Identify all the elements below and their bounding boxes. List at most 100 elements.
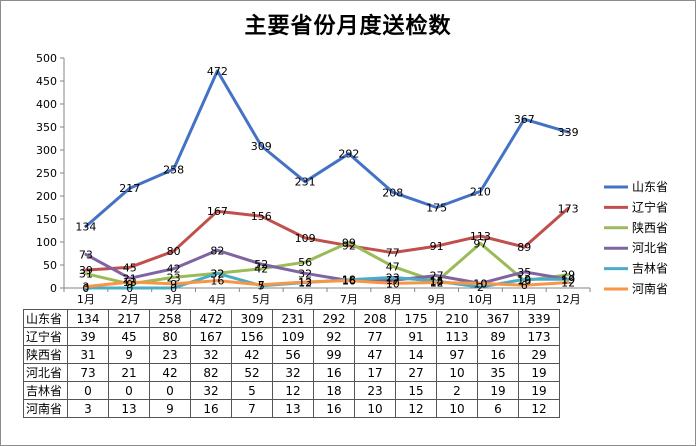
data-label: 80 (167, 245, 181, 258)
table-cell: 21 (108, 363, 150, 382)
data-table: 山东省 134 217 258 472 309 231 292 208 175 210 367 339 辽… (23, 309, 560, 418)
table-cell: 47 (354, 345, 396, 364)
data-label: 82 (210, 244, 224, 257)
data-label: 29 (561, 269, 575, 282)
data-label: 258 (163, 163, 184, 176)
table-cell: 210 (436, 309, 478, 328)
table-cell: 99 (313, 345, 355, 364)
table-cell: 217 (108, 309, 150, 328)
table-cell: 23 (354, 381, 396, 400)
table-cell: 6 (477, 399, 519, 418)
table-cell: 35 (477, 363, 519, 382)
data-label: 12 (430, 276, 444, 289)
data-label: 45 (123, 261, 137, 274)
data-label: 309 (251, 140, 272, 153)
table-cell: 9 (149, 399, 191, 418)
x-tick-label: 12月 (556, 293, 581, 306)
table-cell: 173 (518, 327, 560, 346)
data-label: 27 (430, 270, 444, 283)
table-cell: 0 (67, 381, 109, 400)
chart-title: 主要省份月度送检数 (244, 13, 452, 39)
x-tick-label: 9月 (428, 293, 446, 306)
table-cell: 109 (272, 327, 314, 346)
data-label: 156 (251, 210, 272, 223)
table-row-header: 吉林省 (23, 381, 68, 400)
table-cell: 292 (313, 309, 355, 328)
data-label: 367 (514, 113, 535, 126)
y-tick-label: 300 (36, 144, 57, 157)
table-cell: 113 (436, 327, 478, 346)
data-label: 217 (119, 182, 140, 195)
table-cell: 19 (477, 381, 519, 400)
table-cell: 134 (67, 309, 109, 328)
x-tick-label: 8月 (384, 293, 402, 306)
data-label: 15 (430, 275, 444, 288)
table-cell: 42 (231, 345, 273, 364)
data-label: 339 (558, 126, 579, 139)
table-cell: 77 (354, 327, 396, 346)
x-tick-label: 3月 (165, 293, 183, 306)
table-cell: 80 (149, 327, 191, 346)
table-row: 辽宁省 39 45 80 167 156 109 92 77 91 113 89 173 (23, 327, 560, 346)
table-cell: 92 (313, 327, 355, 346)
table-cell: 10 (436, 363, 478, 382)
table-cell: 0 (108, 381, 150, 400)
table-row: 河北省 73 21 42 82 52 32 16 17 27 10 35 19 (23, 363, 560, 382)
data-label: 16 (517, 275, 531, 288)
table-cell: 39 (67, 327, 109, 346)
table-cell: 23 (149, 345, 191, 364)
data-label: 2 (477, 281, 484, 294)
data-label: 175 (426, 202, 447, 215)
data-label: 13 (298, 276, 312, 289)
data-label: 12 (561, 276, 575, 289)
data-label: 23 (167, 271, 181, 284)
table-cell: 339 (518, 309, 560, 328)
table-cell: 2 (436, 381, 478, 400)
y-tick-label: 400 (36, 98, 57, 111)
data-label: 47 (386, 260, 400, 273)
data-label: 292 (338, 148, 359, 161)
x-tick-label: 1月 (77, 293, 95, 306)
table-cell: 208 (354, 309, 396, 328)
data-label: 14 (430, 276, 444, 289)
legend-label: 河南省 (632, 281, 668, 296)
data-label: 23 (386, 271, 400, 284)
data-label: 17 (386, 274, 400, 287)
data-label: 73 (79, 248, 93, 261)
data-label: 32 (210, 267, 224, 280)
y-tick-label: 500 (36, 52, 57, 65)
x-tick-label: 4月 (208, 293, 226, 306)
table-row: 山东省 134 217 258 472 309 231 292 208 175 210 367 339 (23, 309, 560, 328)
data-label: 91 (430, 240, 444, 253)
table-cell: 18 (313, 381, 355, 400)
table-cell: 91 (395, 327, 437, 346)
table-row-header: 陕西省 (23, 345, 68, 364)
data-label: 97 (473, 237, 487, 250)
table-cell: 29 (518, 345, 560, 364)
y-tick-label: 350 (36, 121, 57, 134)
table-cell: 19 (518, 363, 560, 382)
data-label: 3 (82, 281, 89, 294)
table-row: 吉林省 0 0 0 32 5 12 18 23 15 2 19 19 (23, 381, 560, 400)
data-label: 0 (170, 282, 177, 295)
table-cell: 89 (477, 327, 519, 346)
data-label: 10 (386, 277, 400, 290)
table-cell: 16 (190, 399, 232, 418)
data-label: 5 (258, 280, 265, 293)
table-cell: 3 (67, 399, 109, 418)
table-cell: 367 (477, 309, 519, 328)
table-cell: 472 (190, 309, 232, 328)
data-label: 173 (558, 202, 579, 215)
table-cell: 82 (190, 363, 232, 382)
table-cell: 258 (149, 309, 191, 328)
table-cell: 16 (477, 345, 519, 364)
data-label: 109 (295, 232, 316, 245)
data-label: 9 (126, 278, 133, 291)
table-cell: 45 (108, 327, 150, 346)
table-cell: 7 (231, 399, 273, 418)
data-label: 0 (126, 282, 133, 295)
table-cell: 167 (190, 327, 232, 346)
data-label: 32 (210, 267, 224, 280)
table-cell: 73 (67, 363, 109, 382)
data-label: 10 (473, 277, 487, 290)
